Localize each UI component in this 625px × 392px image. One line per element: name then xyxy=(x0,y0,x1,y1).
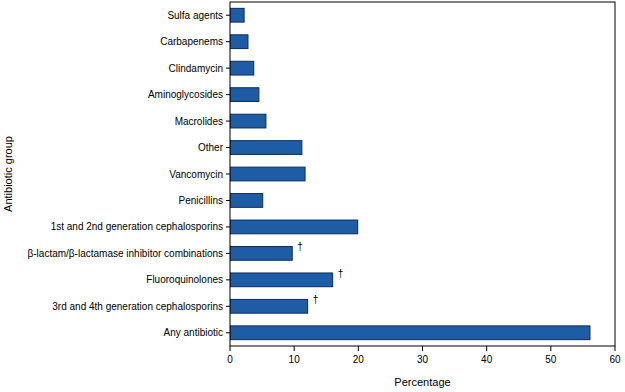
category-label: Other xyxy=(198,142,224,153)
x-tick-label: 10 xyxy=(289,354,301,365)
category-label: Carbapenems xyxy=(160,36,223,47)
x-tick-label: 30 xyxy=(417,354,429,365)
bar xyxy=(230,8,244,22)
category-tick xyxy=(226,94,230,95)
category-tick xyxy=(226,15,230,16)
x-tick xyxy=(230,346,231,351)
x-tick-label: 60 xyxy=(609,354,621,365)
annotation: † xyxy=(338,268,344,279)
y-axis-label: Antibiotic group xyxy=(2,136,14,212)
x-tick xyxy=(294,346,295,351)
annotation: † xyxy=(313,294,319,305)
x-tick xyxy=(486,346,487,351)
bar xyxy=(230,194,263,208)
bar xyxy=(230,61,254,75)
category-label: Macrolides xyxy=(175,116,223,127)
x-tick-label: 0 xyxy=(227,354,233,365)
category-tick xyxy=(226,279,230,280)
category-label: 3rd and 4th generation cephalosporins xyxy=(52,301,223,312)
bar xyxy=(230,273,333,287)
bar xyxy=(230,326,590,340)
x-tick xyxy=(422,346,423,351)
x-tick xyxy=(615,346,616,351)
bar xyxy=(230,141,302,155)
category-tick xyxy=(226,174,230,175)
plot-frame xyxy=(230,2,615,346)
category-tick xyxy=(226,147,230,148)
chart-container: Sulfa agents Carbapenems Clindamycin Aminog… xyxy=(0,0,625,392)
bar xyxy=(230,220,358,234)
category-label: Fluoroquinolones xyxy=(146,274,223,285)
x-tick-label: 40 xyxy=(481,354,493,365)
bar xyxy=(230,88,259,102)
category-tick xyxy=(226,226,230,227)
x-tick xyxy=(550,346,551,351)
chart-svg: Sulfa agents Carbapenems Clindamycin Aminog… xyxy=(0,0,625,392)
x-tick-label: 50 xyxy=(545,354,557,365)
category-tick xyxy=(226,68,230,69)
category-tick xyxy=(226,332,230,333)
category-label: Aminoglycosides xyxy=(148,89,223,100)
bar xyxy=(230,247,292,261)
category-tick xyxy=(226,200,230,201)
annotation: † xyxy=(297,241,303,252)
category-label: Any antibiotic xyxy=(164,327,223,338)
bar xyxy=(230,167,305,181)
bar xyxy=(230,299,308,313)
category-label: Clindamycin xyxy=(169,63,223,74)
category-label: Vancomycin xyxy=(169,169,223,180)
category-tick xyxy=(226,41,230,42)
x-tick xyxy=(358,346,359,351)
category-label: Penicillins xyxy=(179,195,223,206)
category-label: 1st and 2nd generation cephalosporins xyxy=(51,221,223,232)
category-label: Sulfa agents xyxy=(167,10,223,21)
category-tick xyxy=(226,253,230,254)
bar xyxy=(230,114,266,128)
x-tick-label: 20 xyxy=(353,354,365,365)
category-label: β-lactam/β-lactamase inhibitor combinati… xyxy=(28,248,223,259)
bar xyxy=(230,35,248,49)
category-tick xyxy=(226,306,230,307)
x-axis-label: Percentage xyxy=(394,376,450,388)
bars xyxy=(230,8,590,339)
category-tick xyxy=(226,121,230,122)
